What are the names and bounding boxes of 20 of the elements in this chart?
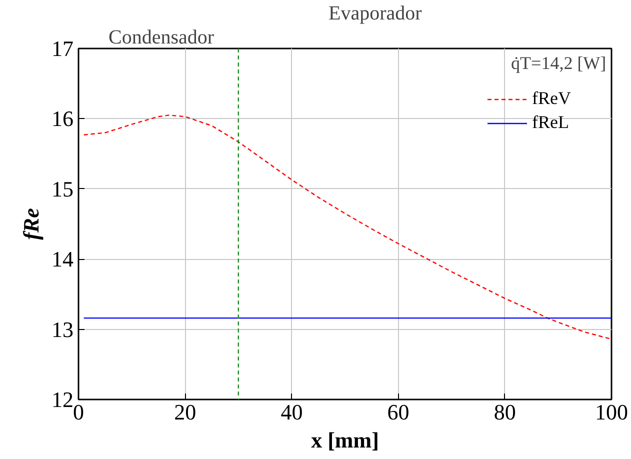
x-axis-title: x [mm] (311, 428, 379, 452)
x-tick-label: 20 (174, 400, 196, 424)
annotation: Condensador (108, 26, 214, 48)
y-tick-label: 15 (52, 176, 74, 202)
y-tick-label: 16 (52, 106, 74, 132)
x-tick-label: 40 (280, 400, 303, 424)
y-tick-label: 12 (52, 387, 74, 412)
annotation: q̇T=14,2 [W] (511, 53, 606, 74)
y-tick-label: 14 (52, 246, 74, 272)
y-axis-title: fRe (18, 208, 44, 240)
line-series (83, 114, 612, 340)
x-tick-label: 0 (73, 400, 84, 424)
x-tick-label: 100 (595, 400, 628, 424)
legend-label: fReL (532, 112, 569, 133)
y-tick-label: 17 (52, 36, 74, 61)
y-tick-label: 13 (52, 316, 74, 342)
legend-label: fReV (532, 88, 571, 109)
x-tick-label: 80 (494, 400, 516, 424)
text: Evaporador (328, 2, 422, 24)
x-tick-label: 60 (387, 400, 410, 424)
